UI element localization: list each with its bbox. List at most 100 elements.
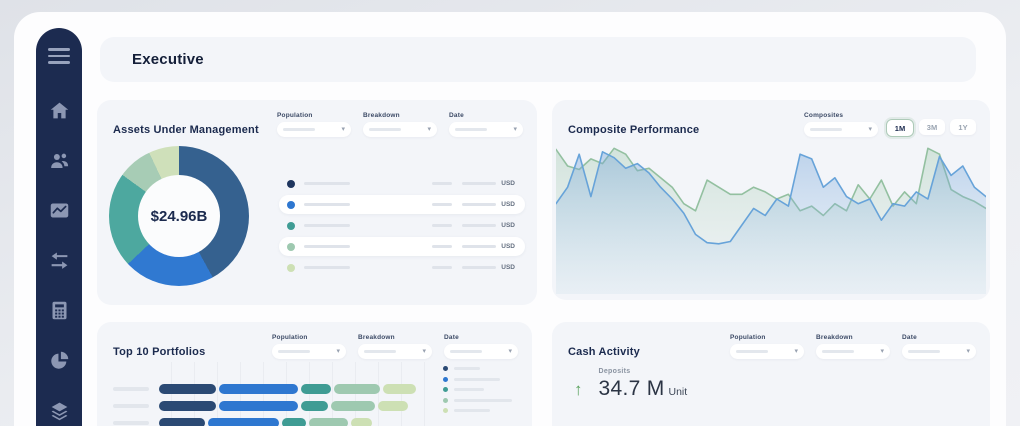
- population-select[interactable]: ▾: [277, 122, 351, 137]
- layers-icon: [49, 400, 70, 426]
- date-dropdown-label: Date: [449, 112, 464, 119]
- population-dropdown-label: Population: [730, 334, 766, 341]
- population-select[interactable]: ▾: [272, 344, 346, 359]
- breakdown-select[interactable]: ▾: [816, 344, 890, 359]
- legend-value-bar: [432, 223, 453, 228]
- bar-segment: [159, 418, 206, 426]
- portfolios-legend: [443, 366, 512, 413]
- composite-card-title: Composite Performance: [568, 124, 700, 136]
- placeholder-bar: [450, 350, 482, 353]
- legend-dot-icon: [287, 200, 295, 209]
- legend-value-bar: [462, 244, 497, 249]
- chevron-down-icon: ▾: [880, 348, 884, 355]
- sidebar: [36, 28, 82, 426]
- legend-currency-label: USD: [501, 264, 515, 271]
- aum-legend-row: USD: [279, 237, 525, 256]
- users-icon: [49, 150, 70, 176]
- aum-donut-chart: $24.96B: [109, 146, 249, 286]
- breakdown-dropdown-label: Breakdown: [816, 334, 853, 341]
- range-1y-button[interactable]: 1Y: [950, 119, 976, 135]
- date-select[interactable]: ▾: [902, 344, 976, 359]
- population-dropdown-group: Population ▾: [730, 334, 804, 359]
- row-label-bar: [113, 387, 149, 391]
- legend-currency-label: USD: [501, 201, 515, 208]
- aum-legend: USD USD USD USD USD: [279, 174, 525, 277]
- row-label-bar: [113, 421, 149, 425]
- composite-controls: Composites ▾ 1M 3M 1Y: [804, 112, 976, 137]
- legend-name-bar: [304, 202, 350, 207]
- population-dropdown-label: Population: [272, 334, 308, 341]
- sidebar-item-performance[interactable]: [48, 202, 70, 224]
- bar-segment: [208, 418, 279, 426]
- date-select[interactable]: ▾: [449, 122, 523, 137]
- population-dropdown-group: Population ▾: [272, 334, 346, 359]
- date-dropdown-label: Date: [902, 334, 917, 341]
- population-dropdown-label: Population: [277, 112, 313, 119]
- cash-card-title: Cash Activity: [568, 346, 640, 358]
- deposits-value: 34.7 M: [598, 377, 665, 400]
- composite-blue-line: [555, 151, 987, 245]
- menu-icon[interactable]: [48, 48, 70, 64]
- sidebar-item-clients[interactable]: [48, 152, 70, 174]
- legend-name-bar: [304, 244, 350, 249]
- composite-card: Composite Performance Composites ▾ 1M 3M 1Y: [552, 100, 990, 300]
- sidebar-item-calculator[interactable]: [48, 300, 70, 326]
- sidebar-item-home[interactable]: [48, 102, 70, 124]
- placeholder-bar: [822, 350, 854, 353]
- bar-segment: [331, 401, 375, 411]
- legend-currency-label: USD: [501, 243, 515, 250]
- legend-name-bar: [454, 367, 480, 370]
- chevron-down-icon: ▾: [508, 348, 512, 355]
- legend-dot-icon: [443, 408, 448, 413]
- sidebar-item-allocation[interactable]: [48, 351, 70, 374]
- legend-value-bar: [462, 265, 497, 270]
- breakdown-dropdown-group: Breakdown ▾: [816, 334, 890, 359]
- portfolios-card-title: Top 10 Portfolios: [113, 346, 206, 358]
- population-select[interactable]: ▾: [730, 344, 804, 359]
- legend-name-bar: [304, 265, 350, 270]
- calculator-icon: [49, 300, 70, 326]
- deposits-label: Deposits: [598, 368, 631, 375]
- legend-dot-icon: [443, 397, 448, 403]
- legend-name-bar: [454, 409, 490, 412]
- chart-image-icon: [49, 200, 70, 226]
- home-icon: [49, 100, 70, 126]
- date-dropdown-group: Date ▾: [449, 112, 523, 137]
- sidebar-item-holdings[interactable]: [48, 402, 70, 424]
- chevron-down-icon: ▾: [336, 348, 340, 355]
- bar-segment: [159, 384, 217, 394]
- legend-dot-icon: [443, 376, 448, 382]
- range-3m-button[interactable]: 3M: [919, 119, 945, 135]
- sidebar-nav: [48, 102, 70, 424]
- composites-select[interactable]: ▾: [804, 122, 878, 137]
- range-1m-button[interactable]: 1M: [886, 119, 914, 137]
- placeholder-bar: [278, 350, 310, 353]
- breakdown-select[interactable]: ▾: [358, 344, 432, 359]
- date-select[interactable]: ▾: [444, 344, 518, 359]
- breakdown-select[interactable]: ▾: [363, 122, 437, 137]
- legend-dot-icon: [287, 221, 295, 230]
- row-label-bar: [113, 404, 149, 408]
- portfolio-bar-row: [113, 384, 431, 394]
- legend-value-bar: [432, 265, 453, 270]
- aum-legend-row: USD: [279, 258, 525, 277]
- date-dropdown-group: Date ▾: [902, 334, 976, 359]
- date-dropdown-label: Date: [444, 334, 459, 341]
- legend-currency-label: USD: [501, 222, 515, 229]
- placeholder-bar: [364, 350, 396, 353]
- sidebar-item-transfers[interactable]: [48, 252, 70, 274]
- placeholder-bar: [369, 128, 401, 131]
- placeholder-bar: [283, 128, 315, 131]
- bar-segment: [377, 401, 408, 411]
- legend-value-bar: [462, 223, 497, 228]
- breakdown-dropdown-label: Breakdown: [358, 334, 395, 341]
- composites-filter: Composites ▾: [804, 112, 878, 137]
- composite-blue-area: [556, 151, 986, 294]
- aum-legend-row: USD: [279, 195, 525, 214]
- bar-segment: [333, 384, 381, 394]
- legend-dot-icon: [287, 179, 295, 188]
- legend-dot-icon: [443, 387, 448, 392]
- chevron-down-icon: ▾: [794, 348, 798, 355]
- bar-segment: [300, 384, 331, 394]
- portfolios-legend-row: [443, 387, 512, 392]
